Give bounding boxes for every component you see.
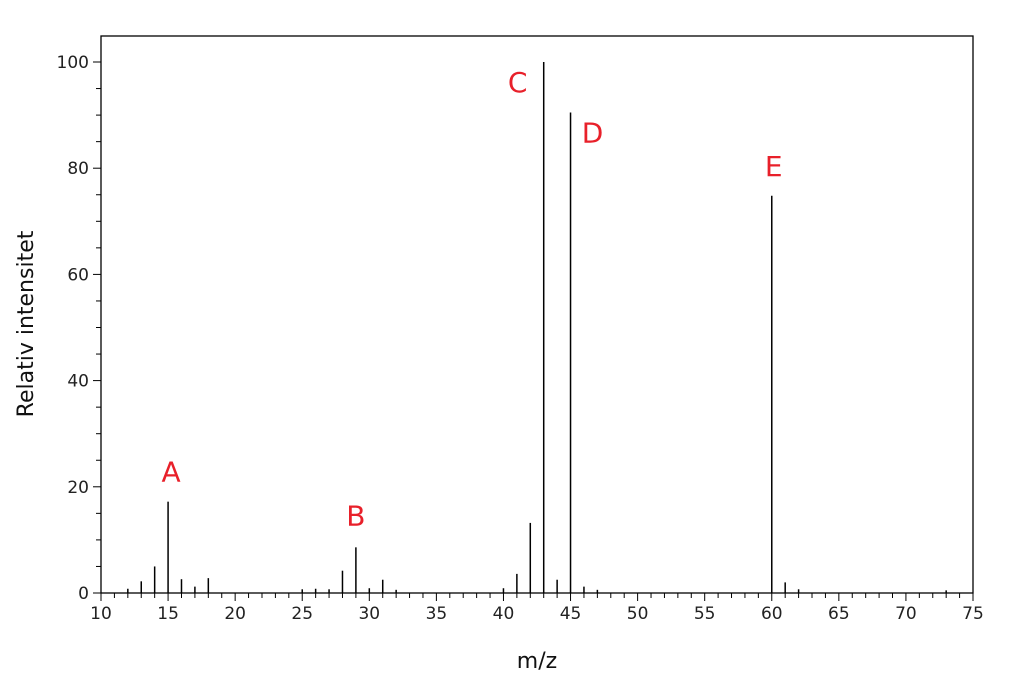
y-tick-label: 40 bbox=[67, 372, 89, 392]
x-tick-label: 55 bbox=[694, 604, 716, 624]
y-tick-label: 20 bbox=[67, 478, 89, 498]
peak-annotations: A B C D E bbox=[161, 66, 782, 532]
peak-label-e: E bbox=[765, 150, 783, 183]
x-tick-label: 75 bbox=[962, 604, 984, 624]
peak-label-d: D bbox=[582, 116, 604, 149]
x-tick-label: 45 bbox=[560, 604, 582, 624]
x-tick-label: 20 bbox=[224, 604, 246, 624]
y-tick-label: 0 bbox=[78, 584, 89, 604]
x-tick-label: 50 bbox=[627, 604, 649, 624]
x-tick-label: 10 bbox=[90, 604, 112, 624]
x-tick-label: 15 bbox=[157, 604, 179, 624]
x-tick-label: 35 bbox=[426, 604, 448, 624]
x-axis-title: m/z bbox=[517, 649, 557, 674]
x-tick-label: 70 bbox=[895, 604, 917, 624]
y-tick-label: 60 bbox=[67, 265, 89, 285]
peaks-layer bbox=[127, 62, 947, 593]
y-tick-label: 80 bbox=[67, 159, 89, 179]
x-axis: 10 15 20 25 30 35 40 45 50 55 60 65 70 75 bbox=[90, 593, 984, 624]
plot-frame bbox=[100, 35, 974, 594]
x-tick-label: 65 bbox=[828, 604, 850, 624]
x-tick-label: 60 bbox=[761, 604, 783, 624]
y-axis: 0 20 40 60 80 100 bbox=[57, 53, 101, 604]
peak-label-a: A bbox=[161, 456, 180, 489]
x-tick-label: 30 bbox=[358, 604, 380, 624]
peak-label-c: C bbox=[508, 66, 528, 99]
y-tick-label: 100 bbox=[57, 53, 89, 73]
x-tick-label: 25 bbox=[291, 604, 313, 624]
x-tick-label: 40 bbox=[493, 604, 515, 624]
peak-label-b: B bbox=[346, 499, 365, 532]
y-axis-title: Relativ intensitet bbox=[14, 230, 39, 417]
